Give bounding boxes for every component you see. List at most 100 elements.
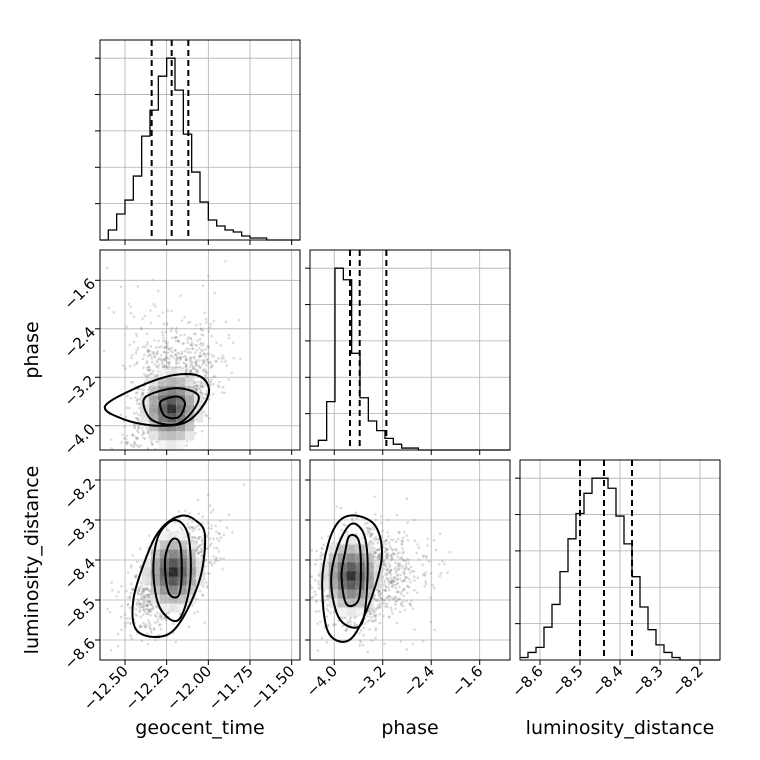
sample-point (376, 541, 380, 545)
sample-point (147, 610, 151, 613)
sample-point (157, 289, 160, 293)
density-cell (337, 607, 347, 617)
density-cell (195, 558, 205, 568)
sample-point (372, 528, 376, 531)
density-cell (159, 540, 169, 550)
sample-point (147, 349, 150, 353)
sample-point (147, 594, 151, 598)
sample-point (386, 573, 389, 576)
sample-point (381, 529, 384, 533)
sample-point (127, 302, 130, 306)
sample-point (396, 574, 399, 577)
sample-point (152, 351, 156, 354)
sample-point (199, 351, 202, 355)
sample-point (146, 593, 150, 597)
sample-point (196, 384, 200, 388)
sample-point (223, 391, 226, 395)
sample-point (402, 573, 406, 576)
sample-point (409, 580, 412, 584)
sample-point (147, 373, 151, 377)
sample-point (239, 357, 242, 361)
sample-point (150, 356, 154, 360)
sample-point (135, 334, 139, 338)
sample-point (387, 615, 391, 619)
sample-point (203, 361, 206, 364)
sample-point (387, 561, 390, 565)
sample-point (131, 588, 135, 592)
sample-point (374, 618, 378, 621)
sample-point (366, 532, 370, 536)
sample-point (134, 351, 138, 355)
sample-point (193, 343, 197, 347)
sample-point (148, 368, 152, 372)
sample-point (132, 445, 136, 448)
sample-point (384, 543, 387, 546)
sample-point (163, 364, 167, 368)
sample-point (167, 364, 171, 368)
sample-point (379, 605, 382, 608)
sample-point (147, 618, 150, 622)
sample-point (184, 356, 188, 360)
sample-point (367, 609, 370, 613)
sample-point (386, 552, 390, 555)
sample-point (196, 498, 200, 502)
sample-point (334, 622, 338, 626)
sample-point (402, 570, 405, 574)
sample-point (134, 613, 137, 616)
density-cell (176, 431, 186, 441)
sample-point (406, 591, 409, 595)
sample-point (412, 570, 416, 573)
sample-point (413, 589, 416, 592)
sample-point (184, 358, 188, 362)
sample-point (401, 557, 404, 561)
sample-point (325, 615, 329, 618)
sample-point (210, 377, 213, 381)
sample-point (325, 595, 328, 599)
sample-point (128, 343, 132, 347)
sample-point (219, 344, 223, 347)
sample-point (390, 609, 394, 612)
sample-point (423, 584, 426, 588)
sample-point (403, 576, 407, 579)
sample-point (378, 557, 382, 561)
sample-point (133, 443, 136, 446)
sample-point (381, 598, 384, 601)
sample-point (325, 641, 329, 644)
sample-point (393, 567, 397, 571)
sample-point (191, 366, 195, 369)
sample-point (304, 591, 307, 594)
sample-point (153, 621, 157, 624)
sample-point (206, 521, 210, 525)
sample-point (195, 383, 198, 387)
sample-point (288, 580, 291, 583)
x-tick-label-geocent_time: −12.00 (163, 662, 215, 714)
sample-point (395, 600, 399, 603)
sample-point (424, 556, 428, 559)
sample-point (197, 545, 201, 549)
sample-point (146, 624, 149, 628)
sample-point (431, 583, 434, 587)
sample-point (204, 354, 207, 358)
sample-point (190, 363, 194, 366)
sample-point (375, 598, 379, 602)
sample-point (156, 611, 159, 615)
density-cell (346, 544, 356, 554)
sample-point (181, 355, 185, 359)
sample-point (401, 564, 405, 568)
sample-point (389, 576, 393, 580)
sample-point (123, 425, 126, 429)
sample-point (141, 393, 145, 396)
sample-point (198, 346, 201, 350)
sample-point (182, 361, 185, 364)
sample-point (178, 365, 181, 369)
sample-point (146, 431, 150, 434)
sample-point (195, 358, 198, 362)
sample-point (212, 537, 215, 540)
density-cell (185, 422, 195, 432)
sample-point (390, 557, 393, 560)
sample-point (402, 530, 406, 534)
sample-point (180, 352, 184, 356)
sample-point (120, 584, 123, 588)
sample-point (237, 318, 241, 322)
sample-point (387, 578, 390, 582)
